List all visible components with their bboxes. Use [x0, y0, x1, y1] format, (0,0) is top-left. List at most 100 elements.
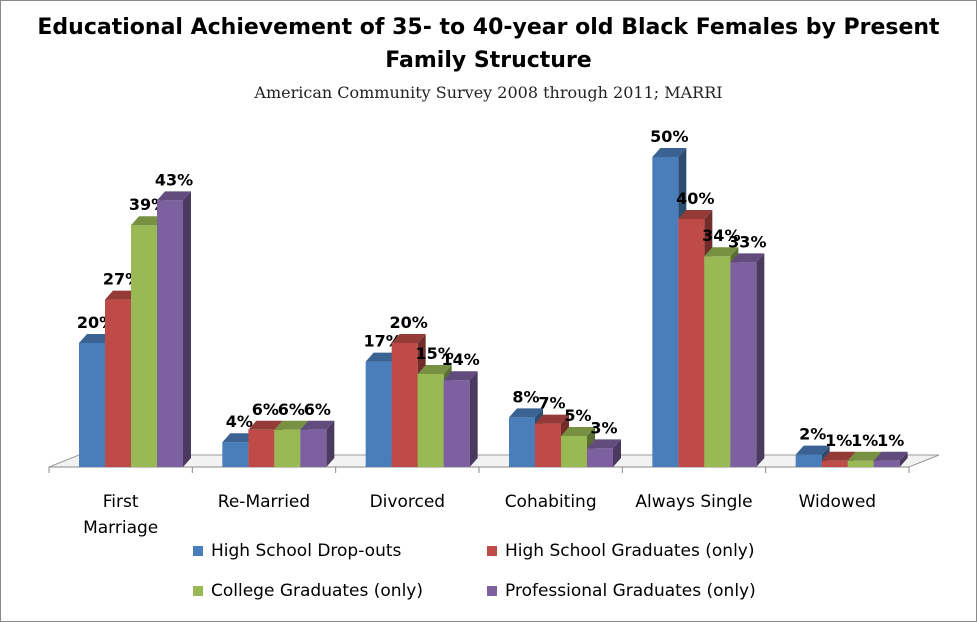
bar-top — [391, 334, 426, 343]
bar-top — [509, 408, 543, 418]
legend-item: High School Graduates (only) — [487, 541, 755, 561]
bar-front — [847, 460, 874, 467]
legend-swatch — [193, 546, 203, 556]
bar — [795, 445, 830, 467]
bar-front — [391, 343, 418, 467]
bar-front — [652, 157, 679, 467]
data-label: 15% — [416, 344, 454, 363]
bar-front — [873, 460, 900, 467]
x-tick-label: First — [103, 492, 139, 512]
bar — [730, 253, 765, 467]
chart-title: Educational Achievement of 35- to 40-yea… — [37, 15, 940, 73]
data-label: 50% — [650, 127, 688, 146]
bar-top — [222, 433, 257, 443]
data-label: 6% — [278, 400, 305, 419]
x-tick-label: Cohabiting — [505, 492, 597, 512]
bar-front — [248, 429, 275, 467]
bar-front — [443, 380, 470, 467]
legend-label: High School Drop-outs — [211, 541, 402, 561]
bar-front — [417, 374, 444, 467]
bar-top — [730, 253, 765, 263]
bar-front — [365, 361, 392, 467]
bar-top — [535, 414, 569, 424]
bar-front — [730, 262, 757, 467]
bar-side — [613, 439, 621, 467]
data-label: 8% — [512, 387, 539, 406]
bar-top — [587, 439, 621, 449]
legend-swatch — [487, 586, 497, 596]
bar — [157, 191, 191, 467]
bar-top — [795, 445, 830, 455]
data-label: 1% — [851, 431, 878, 450]
bar-front — [587, 448, 613, 467]
legend-item: College Graduates (only) — [193, 581, 423, 601]
data-label: 6% — [252, 400, 279, 419]
x-tick-label: Re-Married — [218, 492, 310, 512]
legend-label: Professional Graduates (only) — [505, 581, 756, 601]
bar-front — [131, 225, 157, 467]
bar-top — [274, 420, 309, 430]
bar-top — [678, 210, 713, 219]
bar-side — [469, 371, 478, 467]
data-label: 7% — [538, 394, 565, 413]
bar-front — [105, 299, 131, 467]
bar-front — [157, 200, 183, 467]
legend-item: Professional Graduates (only) — [487, 581, 756, 601]
bar-front — [300, 429, 327, 467]
bar-top — [248, 420, 283, 430]
bar-top — [821, 451, 856, 461]
data-label: 20% — [390, 313, 428, 332]
bar-top — [300, 420, 335, 430]
data-label: 5% — [564, 406, 591, 425]
bar-front — [678, 219, 705, 467]
bar-front — [704, 256, 731, 467]
bar-top — [105, 290, 139, 300]
data-label: 1% — [825, 431, 852, 450]
bar-front — [509, 417, 535, 467]
bar-side — [183, 191, 191, 467]
chart-subtitle: American Community Survey 2008 through 2… — [254, 83, 723, 102]
bar-front — [535, 423, 561, 467]
x-tick-label: Divorced — [370, 492, 446, 512]
x-tick-label: Widowed — [799, 492, 877, 512]
bar-top — [873, 451, 908, 461]
bar-top — [79, 334, 113, 343]
bar-front — [274, 429, 301, 467]
legend-item: High School Drop-outs — [193, 541, 401, 561]
data-label: 1% — [877, 431, 904, 450]
bar-top — [443, 371, 478, 381]
data-label: 3% — [590, 418, 617, 437]
bar-top — [652, 148, 687, 157]
data-label: 2% — [799, 425, 826, 444]
bar — [300, 420, 335, 467]
data-label: 14% — [442, 350, 480, 369]
legend-label: High School Graduates (only) — [505, 541, 755, 561]
bar-top — [365, 352, 400, 362]
data-label: 4% — [226, 412, 253, 431]
bar-front — [795, 454, 822, 467]
x-tick-label: Marriage — [83, 518, 158, 538]
bar-top — [157, 191, 191, 201]
bar-top — [561, 427, 595, 436]
bar — [587, 439, 621, 467]
bar — [443, 371, 478, 467]
bar-side — [899, 451, 908, 467]
bar-front — [79, 343, 105, 467]
x-tick-label: Always Single — [635, 492, 752, 512]
data-label: 40% — [676, 189, 714, 208]
bar-front — [821, 460, 848, 467]
bar-front — [222, 442, 249, 467]
data-label: 33% — [728, 232, 766, 251]
bar-top — [847, 451, 882, 461]
bar-top — [417, 365, 452, 374]
legend-label: College Graduates (only) — [211, 581, 424, 601]
data-label: 43% — [155, 170, 193, 189]
legend-swatch — [193, 586, 203, 596]
data-label: 34% — [702, 226, 740, 245]
bar-front — [561, 436, 587, 467]
bar — [873, 451, 908, 467]
bar-side — [756, 253, 765, 467]
bar-top — [131, 216, 165, 226]
